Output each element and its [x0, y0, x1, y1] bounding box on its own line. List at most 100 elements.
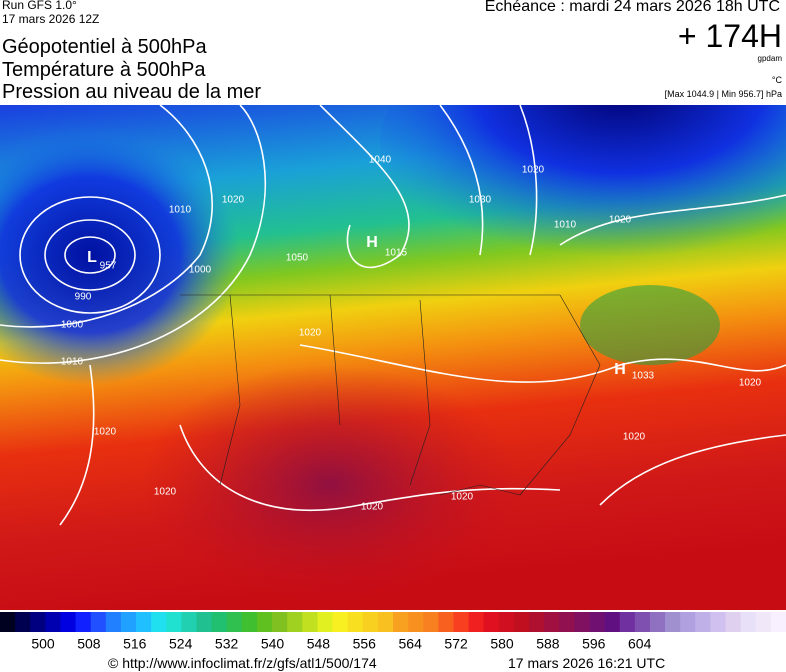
scale-swatch — [256, 612, 273, 632]
contour-label: 1020 — [361, 502, 384, 513]
scale-swatch — [725, 612, 742, 632]
scale-swatch — [105, 612, 122, 632]
contour-label: 1020 — [451, 492, 474, 503]
scale-swatch — [60, 612, 77, 632]
scale-label: 572 — [444, 636, 468, 652]
scale-swatch — [770, 612, 786, 632]
scale-swatch — [498, 612, 515, 632]
scale-label: 548 — [307, 636, 331, 652]
scale-swatch — [680, 612, 696, 632]
scale-label: 540 — [261, 636, 285, 652]
scale-swatch — [740, 612, 757, 632]
scale-swatch — [408, 612, 424, 632]
scale-swatch — [468, 612, 485, 632]
scale-swatch — [226, 612, 243, 632]
scale-swatch — [0, 612, 16, 632]
scale-swatch — [136, 612, 152, 632]
contour-label: 1030 — [469, 195, 492, 206]
scale-swatch — [604, 612, 621, 632]
source-url: © http://www.infoclimat.fr/z/gfs/atl1/50… — [108, 655, 377, 671]
scale-swatch — [513, 612, 530, 632]
pressure-range: [Max 1044.9 | Min 956.7] hPa — [664, 89, 782, 99]
map: L 957 990 1000 1010 H 1015 1040 1030 1020 1010 1020… — [0, 105, 786, 610]
scale-swatch — [166, 612, 182, 632]
scale-swatch — [362, 612, 379, 632]
scale-swatch — [574, 612, 590, 632]
contour-label: 1020 — [739, 378, 762, 389]
contour-label: 1020 — [609, 215, 632, 226]
scale-swatch — [90, 612, 107, 632]
contour-label: 1020 — [623, 432, 646, 443]
scale-label: 564 — [399, 636, 423, 652]
scale-swatch — [695, 612, 711, 632]
scale-label: 556 — [353, 636, 377, 652]
contour-label: 1050 — [286, 253, 309, 264]
scale-swatch — [196, 612, 213, 632]
scale-swatch — [665, 612, 681, 632]
scale-swatch — [377, 612, 394, 632]
scale-swatch — [272, 612, 288, 632]
contour-label: 1020 — [222, 195, 245, 206]
scale-swatch — [544, 612, 560, 632]
contour-label: 957 — [100, 261, 117, 272]
scale-swatch — [45, 612, 61, 632]
scale-swatch — [634, 612, 651, 632]
scale-swatch — [211, 612, 228, 632]
scale-label: 524 — [169, 636, 193, 652]
scale-label: 588 — [536, 636, 560, 652]
scale-swatch — [332, 612, 349, 632]
contour-label: H — [614, 361, 626, 378]
scale-swatch — [755, 612, 772, 632]
scale-swatch — [589, 612, 606, 632]
contour-label: 1040 — [369, 155, 392, 166]
lead-time: + 174H — [677, 18, 782, 54]
scale-swatch — [483, 612, 500, 632]
scale-swatch — [453, 612, 470, 632]
scale-swatch — [120, 612, 137, 632]
contour-label: 1020 — [94, 427, 117, 438]
scale-label: 500 — [31, 636, 55, 652]
scale-label: 532 — [215, 636, 239, 652]
scale-swatch — [438, 612, 454, 632]
contour-label: 1020 — [154, 487, 177, 498]
unit-geo: gpdam — [757, 54, 782, 63]
scale-swatch — [151, 612, 167, 632]
contour-label: 990 — [75, 292, 92, 303]
run: Run GFS 1.0° — [2, 0, 77, 12]
contour-label: 1020 — [522, 165, 545, 176]
unit-temp: °C — [771, 75, 782, 85]
title: Géopotentiel à 500hPa — [2, 36, 207, 58]
contour-label: 1010 — [169, 205, 192, 216]
scale-label: 580 — [490, 636, 514, 652]
contour-label: 1015 — [385, 248, 408, 259]
scale-swatch — [619, 612, 636, 632]
contour-label: 1033 — [632, 371, 655, 382]
contour-label: 1000 — [61, 320, 84, 331]
scale-label: 508 — [77, 636, 101, 652]
contour-label: 1000 — [189, 265, 212, 276]
scale-swatch — [287, 612, 303, 632]
scale-swatch — [241, 612, 258, 632]
scale-swatch — [302, 612, 318, 632]
contour-label: 1020 — [299, 328, 322, 339]
contour-label: 1010 — [554, 220, 577, 231]
scale-swatch — [181, 612, 197, 632]
scale-swatch — [317, 612, 334, 632]
scale-label: 604 — [628, 636, 652, 652]
scale-label: 596 — [582, 636, 606, 652]
scale-swatch — [347, 612, 364, 632]
scale-swatch — [423, 612, 439, 632]
scale-swatch — [15, 612, 31, 632]
contour-label: H — [366, 234, 378, 251]
scale-swatch — [529, 612, 545, 632]
scale-swatch — [649, 612, 666, 632]
scale-swatch — [710, 612, 727, 632]
color-scale: 500 508 516 524 532 540 548 556 564 572 580 588 596 6… — [0, 612, 786, 652]
generated-time: 17 mars 2026 16:21 UTC — [508, 655, 666, 671]
scale-swatch — [559, 612, 575, 632]
valid-time: Echéance : mardi 24 mars 2026 18h UTC — [484, 0, 780, 15]
contour-label: L — [87, 249, 97, 266]
scale-swatch — [30, 612, 46, 632]
contour-label: 1010 — [61, 357, 84, 368]
